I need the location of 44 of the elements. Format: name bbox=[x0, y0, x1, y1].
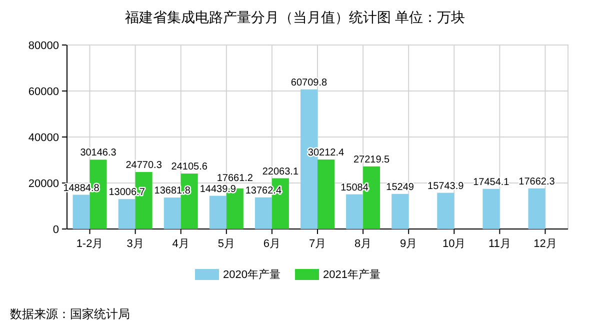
bar bbox=[318, 160, 334, 229]
x-tick-label: 11月 bbox=[488, 238, 511, 250]
x-tick-label: 12月 bbox=[534, 238, 557, 250]
x-tick-label: 5月 bbox=[218, 238, 235, 250]
title: 福建省集成电路产量分月（当月值）统计图 单位：万块 bbox=[125, 9, 465, 25]
x-tick-label: 3月 bbox=[126, 238, 144, 250]
data-label: 22063.1 bbox=[262, 166, 299, 178]
y-tick-label: 0 bbox=[52, 224, 59, 236]
x-tick-label: 6月 bbox=[263, 238, 281, 250]
data-label: 15743.9 bbox=[428, 180, 464, 192]
source-note: 数据来源：国家统计局 bbox=[10, 307, 130, 321]
bar bbox=[528, 188, 546, 229]
data-label: 17454.1 bbox=[473, 176, 510, 188]
bar bbox=[164, 198, 181, 229]
x-tick-label: 7月 bbox=[308, 238, 326, 250]
data-label: 15249 bbox=[386, 182, 414, 193]
x-tick-label: 10月 bbox=[442, 238, 466, 250]
bar bbox=[209, 196, 226, 229]
data-label: 30212.4 bbox=[308, 148, 345, 159]
legend-label: 2020年产量 bbox=[223, 268, 280, 281]
x-tick-label: 4月 bbox=[172, 238, 190, 250]
data-label: 27219.5 bbox=[353, 154, 390, 166]
bar bbox=[72, 194, 90, 229]
bar bbox=[482, 188, 500, 229]
data-label: 17661.2 bbox=[216, 172, 254, 184]
bar bbox=[437, 192, 454, 229]
bar bbox=[254, 197, 272, 229]
data-label: 60709.8 bbox=[290, 77, 328, 88]
y-tick-label: 80000 bbox=[28, 40, 59, 52]
x-tick-label: 1-2月 bbox=[76, 238, 104, 250]
data-label: 30146.3 bbox=[80, 148, 117, 159]
bar bbox=[346, 194, 364, 229]
y-tick-label: 40000 bbox=[28, 132, 59, 144]
data-label: 24105.6 bbox=[171, 162, 208, 173]
legend-label: 2021年产量 bbox=[323, 268, 380, 281]
data-label: 17662.3 bbox=[518, 176, 556, 188]
y-tick-label: 20000 bbox=[28, 178, 59, 190]
bar bbox=[392, 194, 409, 229]
bar bbox=[118, 199, 136, 229]
data-label: 14439.9 bbox=[200, 184, 236, 195]
data-label: 24770.3 bbox=[126, 160, 162, 172]
x-tick-label: 9月 bbox=[400, 238, 418, 250]
y-tick-label: 60000 bbox=[28, 86, 59, 98]
x-tick-label: 8月 bbox=[354, 238, 372, 250]
